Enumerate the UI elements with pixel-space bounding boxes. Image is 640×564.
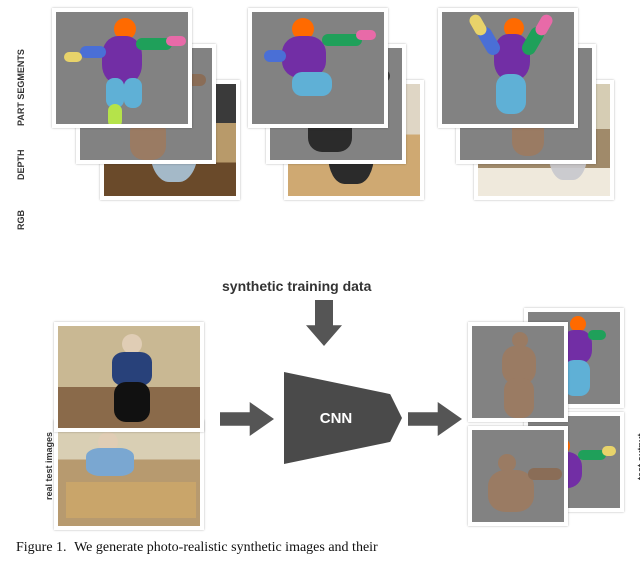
out-depth-1 <box>468 322 568 422</box>
out-depth-2 <box>468 426 568 526</box>
label-synthetic: synthetic training data <box>222 278 371 294</box>
label-depth: DEPTH <box>16 149 26 180</box>
seg-fore-arm-l <box>64 52 82 62</box>
real-image-2 <box>54 420 204 530</box>
real-image-1 <box>54 322 204 432</box>
card-segments-2 <box>248 8 388 128</box>
label-real: real test images <box>44 432 54 500</box>
figure-caption: Figure 1. We generate photo-realistic sy… <box>16 540 624 556</box>
cnn-label: CNN <box>320 410 353 427</box>
caption-text: We generate photo-realistic synthetic im… <box>74 540 378 555</box>
label-part-segments: PART SEGMENTS <box>16 49 26 126</box>
seg-lower-leg-l <box>108 104 122 128</box>
seg-upper-arm-l <box>80 46 106 58</box>
label-rgb: RGB <box>16 210 26 230</box>
card-segments-3 <box>438 8 578 128</box>
cnn-block: CNN <box>284 372 402 464</box>
seg-fore-arm-r <box>166 36 186 46</box>
seg-upper-leg-r <box>124 78 142 108</box>
card-segments-1 <box>52 8 192 128</box>
caption-prefix: Figure 1. <box>16 540 67 555</box>
label-test-output: test output <box>636 434 640 481</box>
